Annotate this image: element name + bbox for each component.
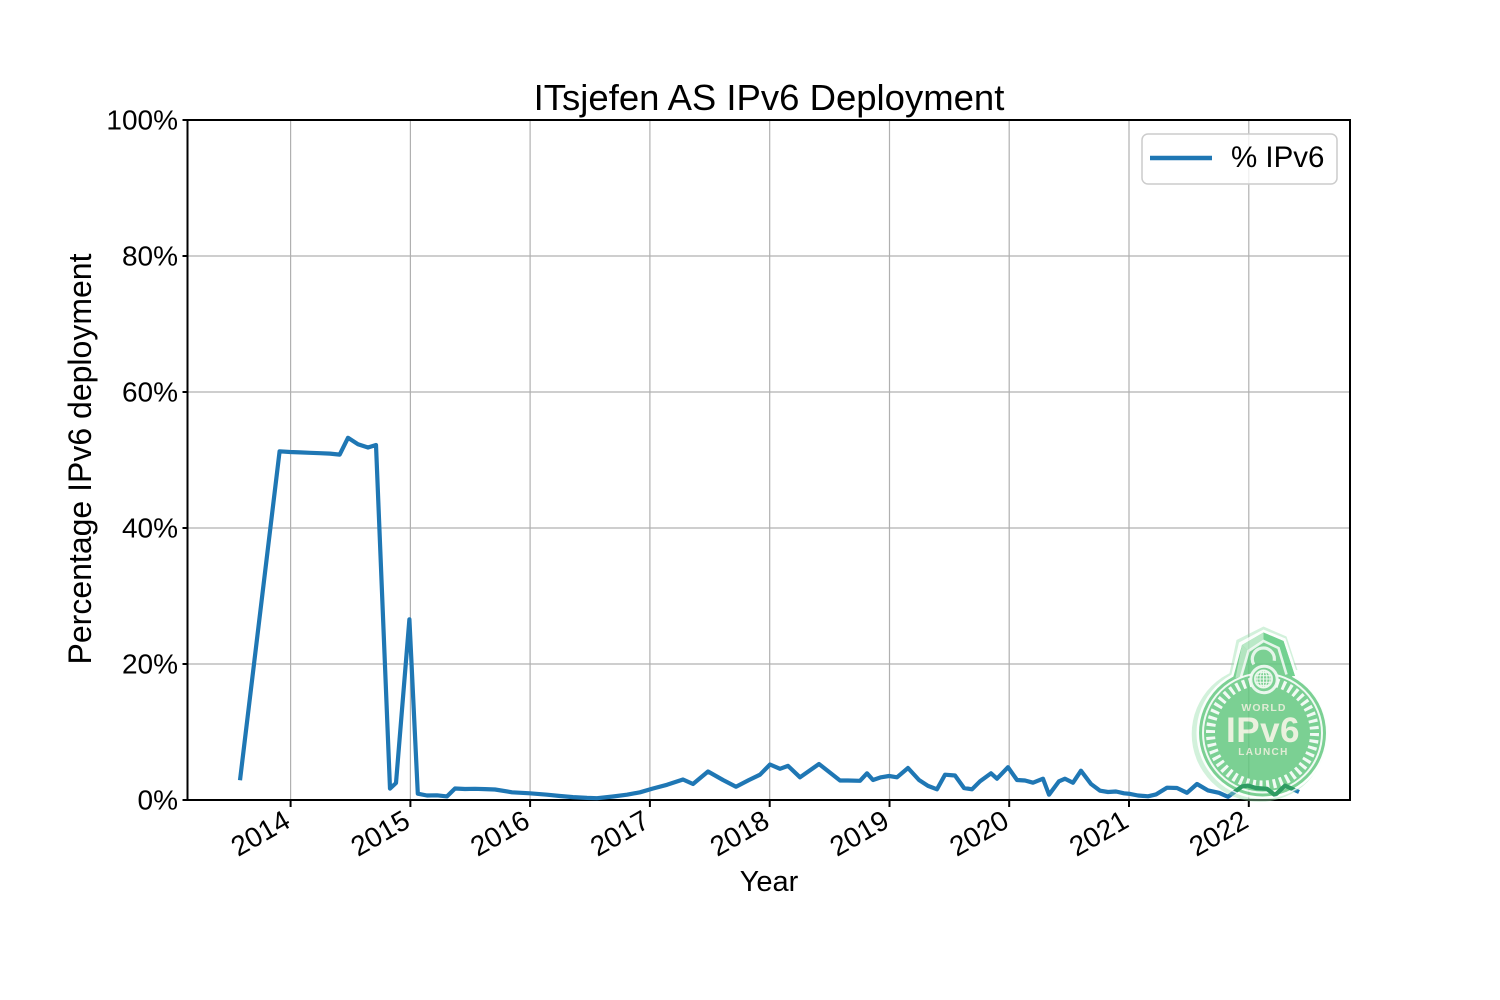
svg-text:Percentage IPv6 deployment: Percentage IPv6 deployment [62,253,98,664]
svg-text:IPv6: IPv6 [1226,711,1300,750]
svg-text:% IPv6: % IPv6 [1231,141,1324,174]
svg-text:ITsjefen AS IPv6 Deployment: ITsjefen AS IPv6 Deployment [534,77,1005,118]
svg-text:WORLD: WORLD [1241,702,1286,714]
svg-text:0%: 0% [138,785,178,816]
svg-text:Year: Year [740,866,799,898]
svg-text:60%: 60% [122,377,178,408]
svg-text:100%: 100% [106,105,178,136]
svg-text:20%: 20% [122,649,178,680]
svg-text:LAUNCH: LAUNCH [1238,747,1289,758]
svg-text:40%: 40% [122,513,178,544]
svg-text:80%: 80% [122,241,178,272]
